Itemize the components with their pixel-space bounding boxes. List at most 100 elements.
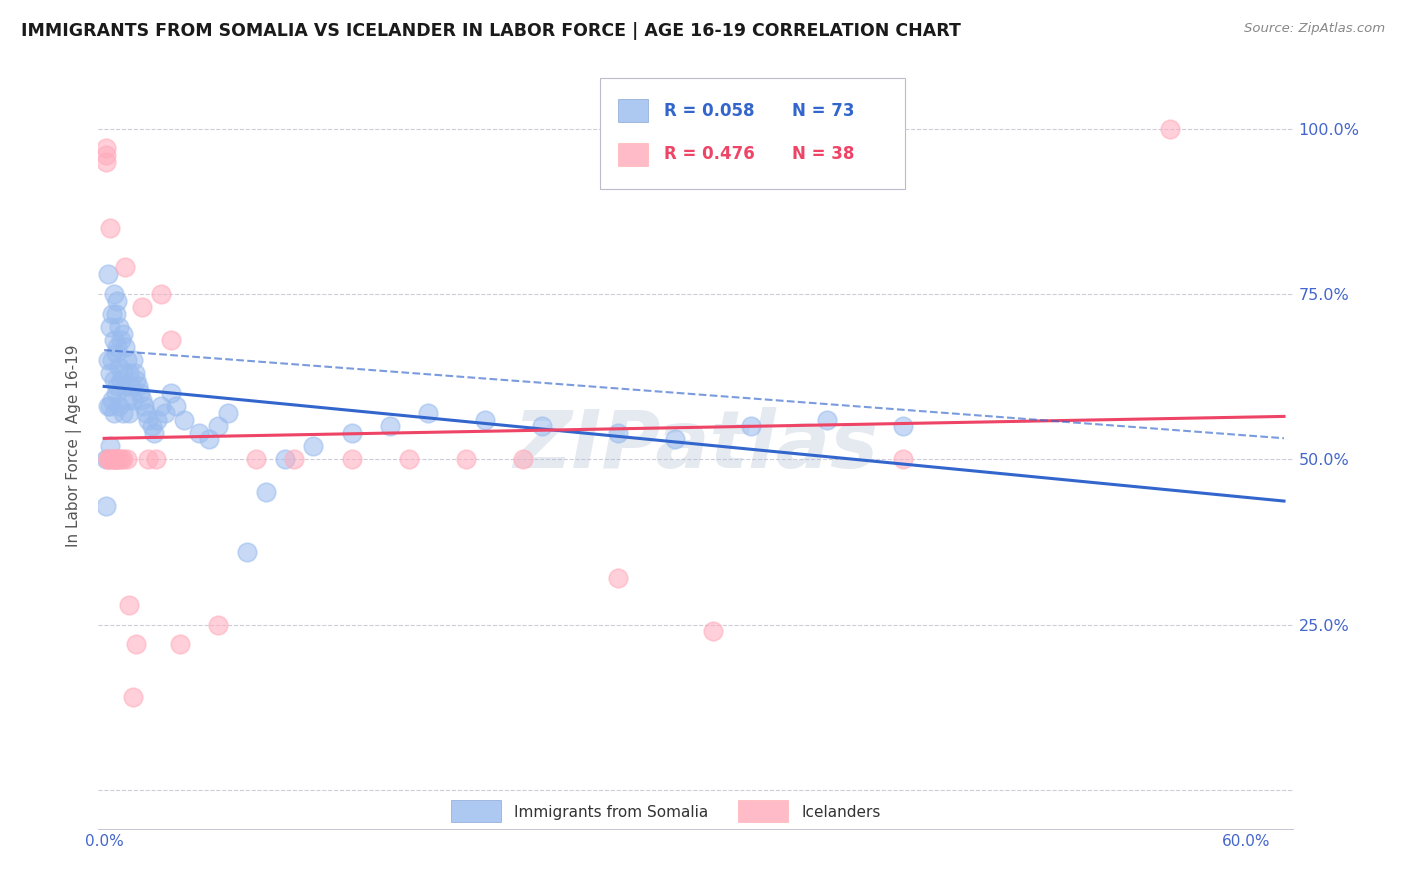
Point	[104, 386, 127, 401]
Point	[893, 452, 915, 467]
Point	[141, 419, 163, 434]
Point	[207, 617, 229, 632]
Point	[188, 425, 211, 440]
Point	[112, 366, 135, 380]
Point	[124, 366, 146, 380]
Point	[664, 433, 686, 447]
Point	[530, 419, 553, 434]
Point	[340, 425, 363, 440]
Point	[274, 452, 297, 467]
Point	[104, 452, 127, 467]
Point	[103, 452, 125, 467]
Point	[150, 400, 173, 414]
Point	[98, 220, 121, 235]
Text: Immigrants from Somalia: Immigrants from Somalia	[515, 805, 709, 820]
Point	[416, 406, 439, 420]
Point	[118, 366, 141, 380]
Point	[159, 333, 181, 347]
Point	[100, 353, 122, 368]
Point	[94, 452, 117, 467]
FancyBboxPatch shape	[451, 800, 501, 822]
Text: ZIPatlas: ZIPatlas	[513, 407, 879, 485]
Point	[121, 353, 143, 368]
Point	[97, 400, 120, 414]
Point	[94, 148, 117, 162]
Point	[173, 412, 195, 426]
Point	[100, 307, 122, 321]
Point	[103, 452, 125, 467]
Point	[283, 452, 305, 467]
Point	[132, 400, 155, 414]
Point	[107, 340, 129, 354]
Point	[454, 452, 477, 467]
Point	[100, 452, 122, 467]
Point	[129, 386, 152, 401]
Y-axis label: In Labor Force | Age 16-19: In Labor Force | Age 16-19	[66, 344, 83, 548]
Point	[112, 406, 135, 420]
Point	[115, 353, 138, 368]
Point	[136, 452, 159, 467]
Point	[136, 412, 159, 426]
Point	[103, 373, 125, 387]
Point	[104, 307, 127, 321]
Point	[108, 400, 131, 414]
Text: R = 0.476: R = 0.476	[664, 145, 755, 163]
Point	[893, 419, 915, 434]
FancyBboxPatch shape	[600, 78, 905, 189]
Text: Icelanders: Icelanders	[801, 805, 880, 820]
Point	[131, 300, 153, 314]
Point	[146, 412, 169, 426]
Point	[94, 499, 117, 513]
Point	[340, 452, 363, 467]
FancyBboxPatch shape	[619, 99, 648, 122]
Point	[97, 452, 120, 467]
Point	[103, 286, 125, 301]
Point	[121, 690, 143, 705]
Point	[125, 637, 148, 651]
Point	[1159, 121, 1181, 136]
Text: N = 73: N = 73	[792, 102, 853, 120]
Point	[94, 154, 117, 169]
Point	[165, 400, 187, 414]
Point	[107, 293, 129, 308]
FancyBboxPatch shape	[738, 800, 787, 822]
Point	[118, 406, 141, 420]
Point	[97, 353, 120, 368]
Point	[94, 141, 117, 155]
Point	[131, 392, 153, 407]
Point	[398, 452, 420, 467]
Point	[110, 373, 132, 387]
Point	[108, 359, 131, 374]
Point	[127, 379, 149, 393]
Point	[217, 406, 239, 420]
Point	[103, 333, 125, 347]
Point	[125, 373, 148, 387]
Point	[115, 452, 138, 467]
Point	[108, 452, 131, 467]
Point	[815, 412, 838, 426]
Point	[245, 452, 267, 467]
Point	[607, 425, 630, 440]
Point	[98, 320, 121, 334]
Point	[104, 346, 127, 360]
Point	[702, 624, 724, 639]
Text: N = 38: N = 38	[792, 145, 853, 163]
Point	[207, 419, 229, 434]
Point	[114, 379, 136, 393]
Point	[112, 326, 135, 341]
Point	[108, 320, 131, 334]
Text: R = 0.058: R = 0.058	[664, 102, 754, 120]
Point	[98, 439, 121, 453]
Point	[118, 598, 141, 612]
Point	[114, 260, 136, 275]
Point	[512, 452, 534, 467]
Point	[474, 412, 496, 426]
Point	[115, 392, 138, 407]
Point	[121, 392, 143, 407]
Point	[107, 452, 129, 467]
Point	[198, 433, 221, 447]
Point	[104, 452, 127, 467]
Point	[110, 333, 132, 347]
Point	[97, 452, 120, 467]
Point	[110, 452, 132, 467]
